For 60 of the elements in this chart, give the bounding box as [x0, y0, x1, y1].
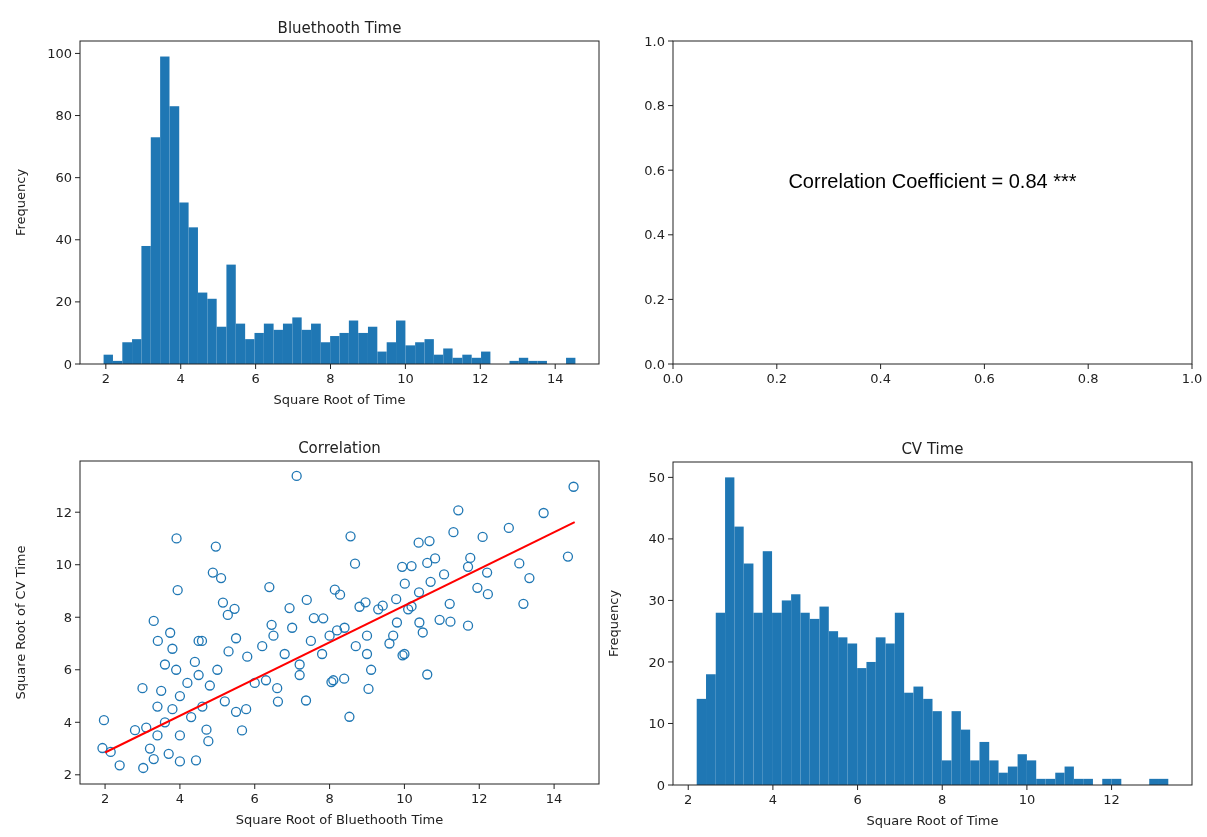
x-tick-label: 12 [472, 371, 489, 386]
chart-title: Bluethooth Time [277, 19, 402, 37]
chart-title: CV Time [901, 440, 964, 458]
annotation: Correlation Coefficient = 0.84 *** [788, 170, 1077, 193]
y-tick-label: 40 [648, 531, 665, 547]
x-tick-label: 8 [325, 791, 334, 806]
x-tick-label: 12 [1103, 792, 1120, 807]
y-tick-label: 40 [55, 232, 72, 248]
y-tick-label: 80 [55, 108, 72, 124]
x-tick-label: 10 [396, 791, 413, 806]
chart-title: Correlation [298, 439, 381, 457]
x-tick-label: 4 [176, 371, 185, 386]
x-tick-label: 0.6 [974, 371, 995, 386]
y-tick-label: 1.0 [644, 33, 665, 49]
x-axis-title: Square Root of Bluethooth Time [235, 812, 444, 827]
y-tick-label: 4 [63, 714, 72, 730]
x-tick-label: 0.8 [1077, 371, 1099, 386]
y-tick-label: 0.4 [644, 227, 665, 243]
y-tick-label: 0.2 [644, 291, 665, 307]
y-tick-label: 50 [648, 469, 665, 485]
y-tick-label: 12 [55, 504, 72, 520]
x-tick-label: 0.4 [870, 371, 891, 386]
y-tick-label: 8 [63, 609, 72, 625]
y-tick-label: 0 [63, 356, 72, 372]
y-axis-title: Frequency [13, 168, 28, 237]
y-tick-label: 100 [47, 45, 72, 61]
y-tick-label: 0.0 [644, 356, 665, 372]
x-tick-label: 1.0 [1181, 371, 1203, 386]
x-axis-title: Square Root of Time [866, 813, 999, 828]
y-tick-label: 6 [63, 662, 72, 678]
y-tick-label: 10 [55, 557, 72, 573]
x-tick-label: 14 [545, 791, 563, 806]
x-tick-label: 8 [326, 371, 335, 386]
y-tick-label: 20 [648, 654, 665, 670]
y-tick-label: 60 [55, 170, 72, 186]
x-tick-label: 14 [546, 371, 564, 386]
x-tick-label: 10 [1018, 792, 1036, 807]
x-tick-label: 8 [938, 792, 947, 807]
x-tick-label: 2 [100, 791, 110, 806]
y-axis-title: Frequency [606, 589, 621, 658]
x-tick-label: 0.0 [662, 371, 684, 386]
y-tick-label: 0 [656, 777, 665, 793]
x-tick-label: 6 [853, 792, 862, 807]
x-tick-label: 6 [251, 371, 260, 386]
x-tick-label: 4 [175, 791, 185, 806]
x-axis-title: Square Root of Time [273, 392, 406, 407]
x-tick-label: 6 [250, 791, 259, 806]
y-tick-label: 2 [63, 767, 72, 783]
x-tick-label: 10 [397, 371, 414, 386]
y-tick-label: 10 [648, 716, 665, 732]
x-tick-label: 12 [470, 791, 488, 806]
y-tick-label: 0.6 [644, 162, 665, 178]
y-tick-label: 20 [55, 294, 72, 310]
y-tick-label: 30 [648, 592, 665, 608]
y-tick-label: 0.8 [644, 98, 665, 114]
x-tick-label: 2 [684, 792, 693, 807]
y-axis-title: Square Root of CV Time [13, 545, 28, 700]
x-tick-label: 0.2 [766, 371, 788, 386]
x-tick-label: 4 [768, 792, 778, 807]
x-tick-label: 2 [101, 371, 110, 386]
